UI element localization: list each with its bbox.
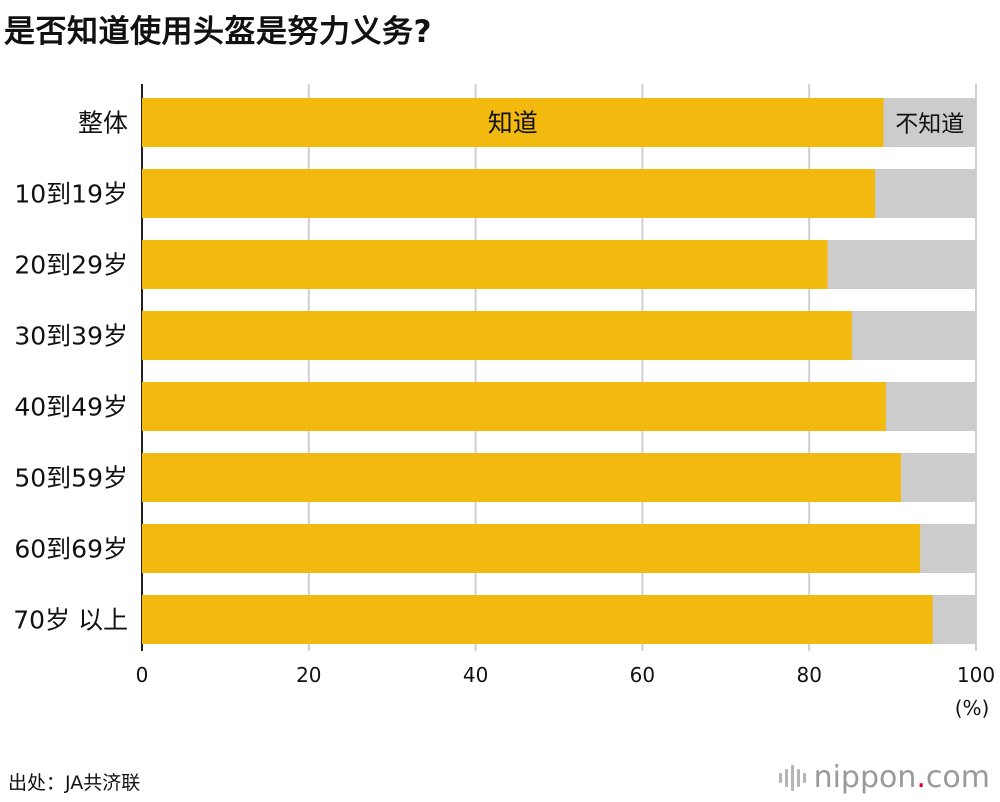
category-label-0: 整体: [78, 109, 128, 138]
bar-known-1: [142, 169, 876, 218]
x-tick-label-100: 100: [957, 663, 995, 687]
series-label-unknown: 不知道: [895, 112, 964, 138]
nippon-logo: nippon.com: [778, 760, 990, 795]
category-label-6: 60到69岁: [14, 535, 128, 564]
source-note: 出处：JA共济联: [8, 772, 141, 794]
x-tick-label-0: 0: [136, 663, 149, 687]
x-tick-label-20: 20: [296, 663, 321, 687]
bar-known-7: [142, 595, 933, 644]
bar-known-5: [142, 453, 901, 502]
nippon-logo-icon: [778, 763, 806, 793]
bar-known-2: [142, 240, 828, 289]
series-label-known: 知道: [488, 109, 538, 138]
bar-known-3: [142, 311, 852, 360]
logo-text: nippon.com: [813, 760, 990, 795]
x-tick-label-80: 80: [796, 663, 821, 687]
category-label-4: 40到49岁: [14, 393, 128, 422]
labels: 0 20 40 60 80 100 (%) 整体 10到19岁 20到29岁 30到39岁 40到49…: [13, 109, 995, 721]
category-label-2: 20到29岁: [14, 251, 128, 280]
x-tick-label-60: 60: [630, 663, 655, 687]
bars: [142, 98, 976, 644]
bar-known-4: [142, 382, 886, 431]
category-label-3: 30到39岁: [14, 322, 128, 351]
category-label-1: 10到19岁: [14, 180, 128, 209]
bar-known-6: [142, 524, 921, 573]
bar-chart: 0 20 40 60 80 100 (%) 整体 10到19岁 20到29岁 30到39岁 40到49…: [13, 84, 995, 721]
bar-known-0: [142, 98, 884, 147]
chart-title: 是否知道使用头盔是努力义务?: [4, 14, 432, 50]
category-label-5: 50到59岁: [14, 464, 128, 493]
x-tick-label-40: 40: [463, 663, 488, 687]
category-label-7: 70岁 以上: [13, 606, 128, 635]
x-unit-label: (%): [955, 696, 990, 720]
